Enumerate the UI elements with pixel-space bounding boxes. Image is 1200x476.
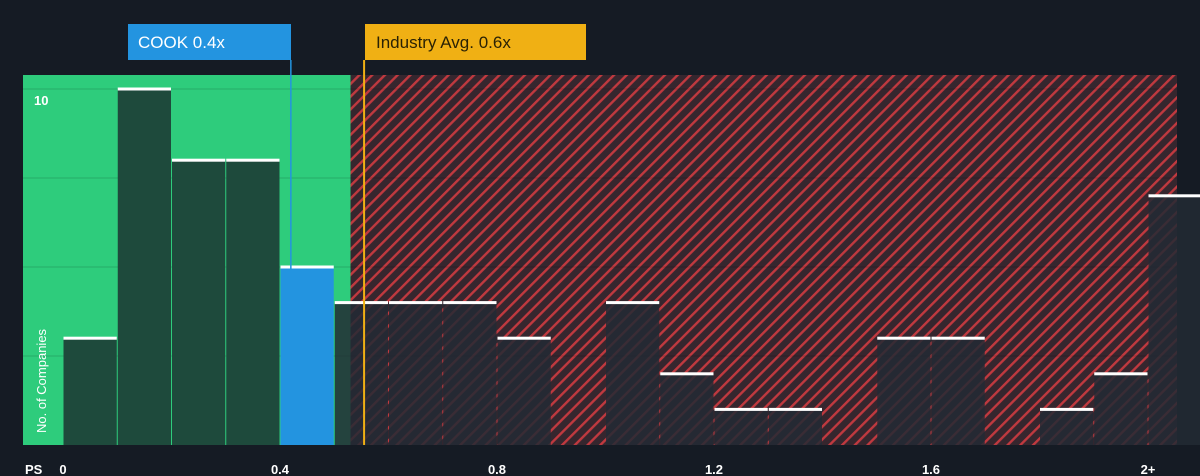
histogram-bar-top xyxy=(280,265,334,269)
y-tick-label: 10 xyxy=(34,93,48,108)
histogram-bar xyxy=(172,160,226,445)
histogram-bar-top xyxy=(768,407,822,411)
histogram-bar xyxy=(389,302,443,445)
histogram-bar xyxy=(1094,373,1148,445)
x-tick-label: 1.2 xyxy=(705,462,723,476)
histogram-bar-top xyxy=(606,301,660,305)
x-tick-label: 2+ xyxy=(1141,462,1156,476)
histogram-bar xyxy=(443,302,497,445)
histogram-bar-top xyxy=(226,158,280,162)
x-tick-label: 1.6 xyxy=(922,462,940,476)
histogram-bar xyxy=(606,302,660,445)
x-tick-label: 0.4 xyxy=(271,462,290,476)
histogram-bars xyxy=(63,87,1200,445)
axes: No. of Companies PS 0 0.4 0.8 1.2 1.6 2+ 10 xyxy=(25,93,1156,476)
histogram-bar xyxy=(117,89,171,445)
histogram-bar-top xyxy=(117,87,171,91)
histogram-bar xyxy=(334,302,388,445)
x-tick-label: 0 xyxy=(59,462,66,476)
histogram-bar xyxy=(1040,409,1094,445)
histogram-bar-top xyxy=(1148,194,1200,198)
histogram-bar xyxy=(226,160,280,445)
histogram-bar-top xyxy=(714,407,768,411)
callouts: COOK 0.4x Industry Avg. 0.6x xyxy=(128,24,586,60)
histogram-bar xyxy=(63,338,117,445)
histogram-bar xyxy=(497,338,551,445)
company-callout-label: COOK 0.4x xyxy=(138,33,225,52)
histogram-bar-top xyxy=(931,336,985,340)
histogram-bar-top xyxy=(443,301,497,305)
company-callout xyxy=(128,24,291,60)
histogram-bar-top xyxy=(660,372,714,376)
histogram-bar xyxy=(280,267,334,445)
histogram-bar-top xyxy=(63,336,117,340)
histogram-bar-top xyxy=(1040,407,1094,411)
histogram-bar xyxy=(660,373,714,445)
histogram-bar-top xyxy=(877,336,931,340)
histogram-bar xyxy=(768,409,822,445)
histogram-bar-top xyxy=(389,301,443,305)
x-axis-label: PS xyxy=(25,462,43,476)
histogram-bar-top xyxy=(172,158,226,162)
industry-callout-label: Industry Avg. 0.6x xyxy=(376,33,511,52)
value-markers xyxy=(290,60,366,445)
histogram-bar-top xyxy=(1094,372,1148,376)
industry-callout xyxy=(365,24,586,60)
histogram-bar-top xyxy=(497,336,551,340)
y-axis-title: No. of Companies xyxy=(34,328,49,433)
histogram-bar xyxy=(1148,195,1200,445)
x-tick-label: 0.8 xyxy=(488,462,506,476)
histogram-bar xyxy=(931,338,985,445)
histogram-bar xyxy=(714,409,768,445)
histogram-bar xyxy=(877,338,931,445)
histogram-bar-top xyxy=(334,301,388,305)
